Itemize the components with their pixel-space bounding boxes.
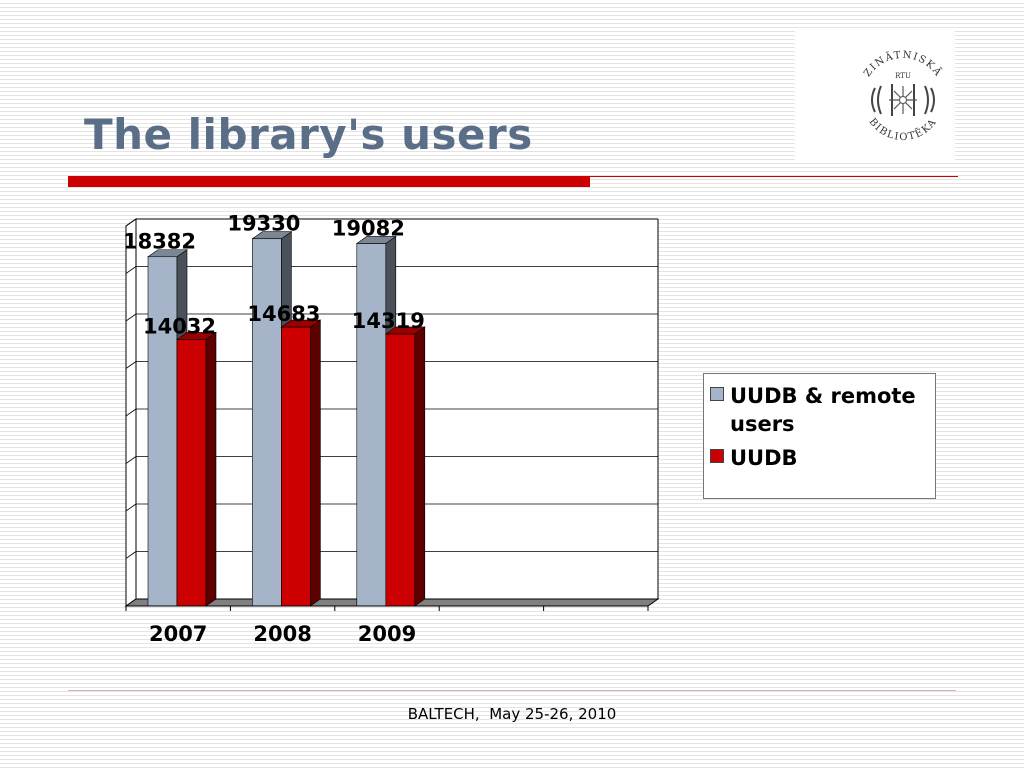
- gridline-side: [125, 503, 137, 512]
- bar: [147, 256, 178, 607]
- gridline-side: [125, 218, 137, 227]
- legend-item-uudb: UUDB: [710, 444, 931, 472]
- library-logo: ZINĀTNISKĀ BIBLIOTĒKA RTU: [795, 30, 955, 160]
- data-label: 18382: [123, 230, 196, 254]
- legend-label-uudb: UUDB: [730, 446, 798, 470]
- gridline-side: [125, 266, 137, 274]
- legend-swatch-uudb: [710, 449, 724, 463]
- footer-divider: [68, 690, 956, 691]
- bar: [281, 326, 311, 607]
- category-label: 2009: [358, 622, 416, 646]
- library-logo-icon: ZINĀTNISKĀ BIBLIOTĒKA RTU: [862, 50, 943, 143]
- slide-footer: BALTECH, May 25-26, 2010: [407, 705, 617, 723]
- bar-side: [205, 331, 217, 607]
- title-underline: [68, 176, 590, 187]
- legend-swatch-remote: [710, 387, 724, 401]
- data-label: 14683: [247, 302, 320, 326]
- gridline-side: [125, 313, 137, 322]
- legend-item-remote: UUDB & remote users: [710, 382, 931, 438]
- bar-top: [355, 236, 397, 244]
- category-label: 2007: [149, 622, 207, 646]
- title-underline-thin: [590, 176, 958, 177]
- chart-legend: UUDB & remote users UUDB: [703, 373, 936, 499]
- data-label: 14319: [352, 309, 425, 333]
- bar-side: [414, 326, 426, 607]
- bar-side: [310, 319, 321, 607]
- data-label: 19082: [332, 216, 405, 240]
- gridline-side: [125, 361, 137, 369]
- gridline-side: [125, 408, 137, 417]
- bar-top: [176, 332, 217, 340]
- slide-title: The library's users: [84, 110, 533, 159]
- bar: [176, 339, 207, 607]
- data-label: 14032: [143, 314, 216, 338]
- bar: [252, 238, 282, 607]
- bar: [356, 243, 387, 607]
- bar-top: [384, 326, 426, 335]
- logo-center-text: RTU: [895, 72, 911, 80]
- gridline-side: [125, 456, 137, 464]
- bar-top: [147, 249, 188, 258]
- bar-top: [251, 231, 293, 240]
- gridline-side: [125, 551, 137, 559]
- bar: [385, 333, 416, 607]
- data-label: 19330: [227, 212, 300, 236]
- category-label: 2008: [253, 622, 311, 646]
- bar-top: [280, 319, 322, 328]
- legend-label-remote: UUDB & remote users: [730, 384, 916, 436]
